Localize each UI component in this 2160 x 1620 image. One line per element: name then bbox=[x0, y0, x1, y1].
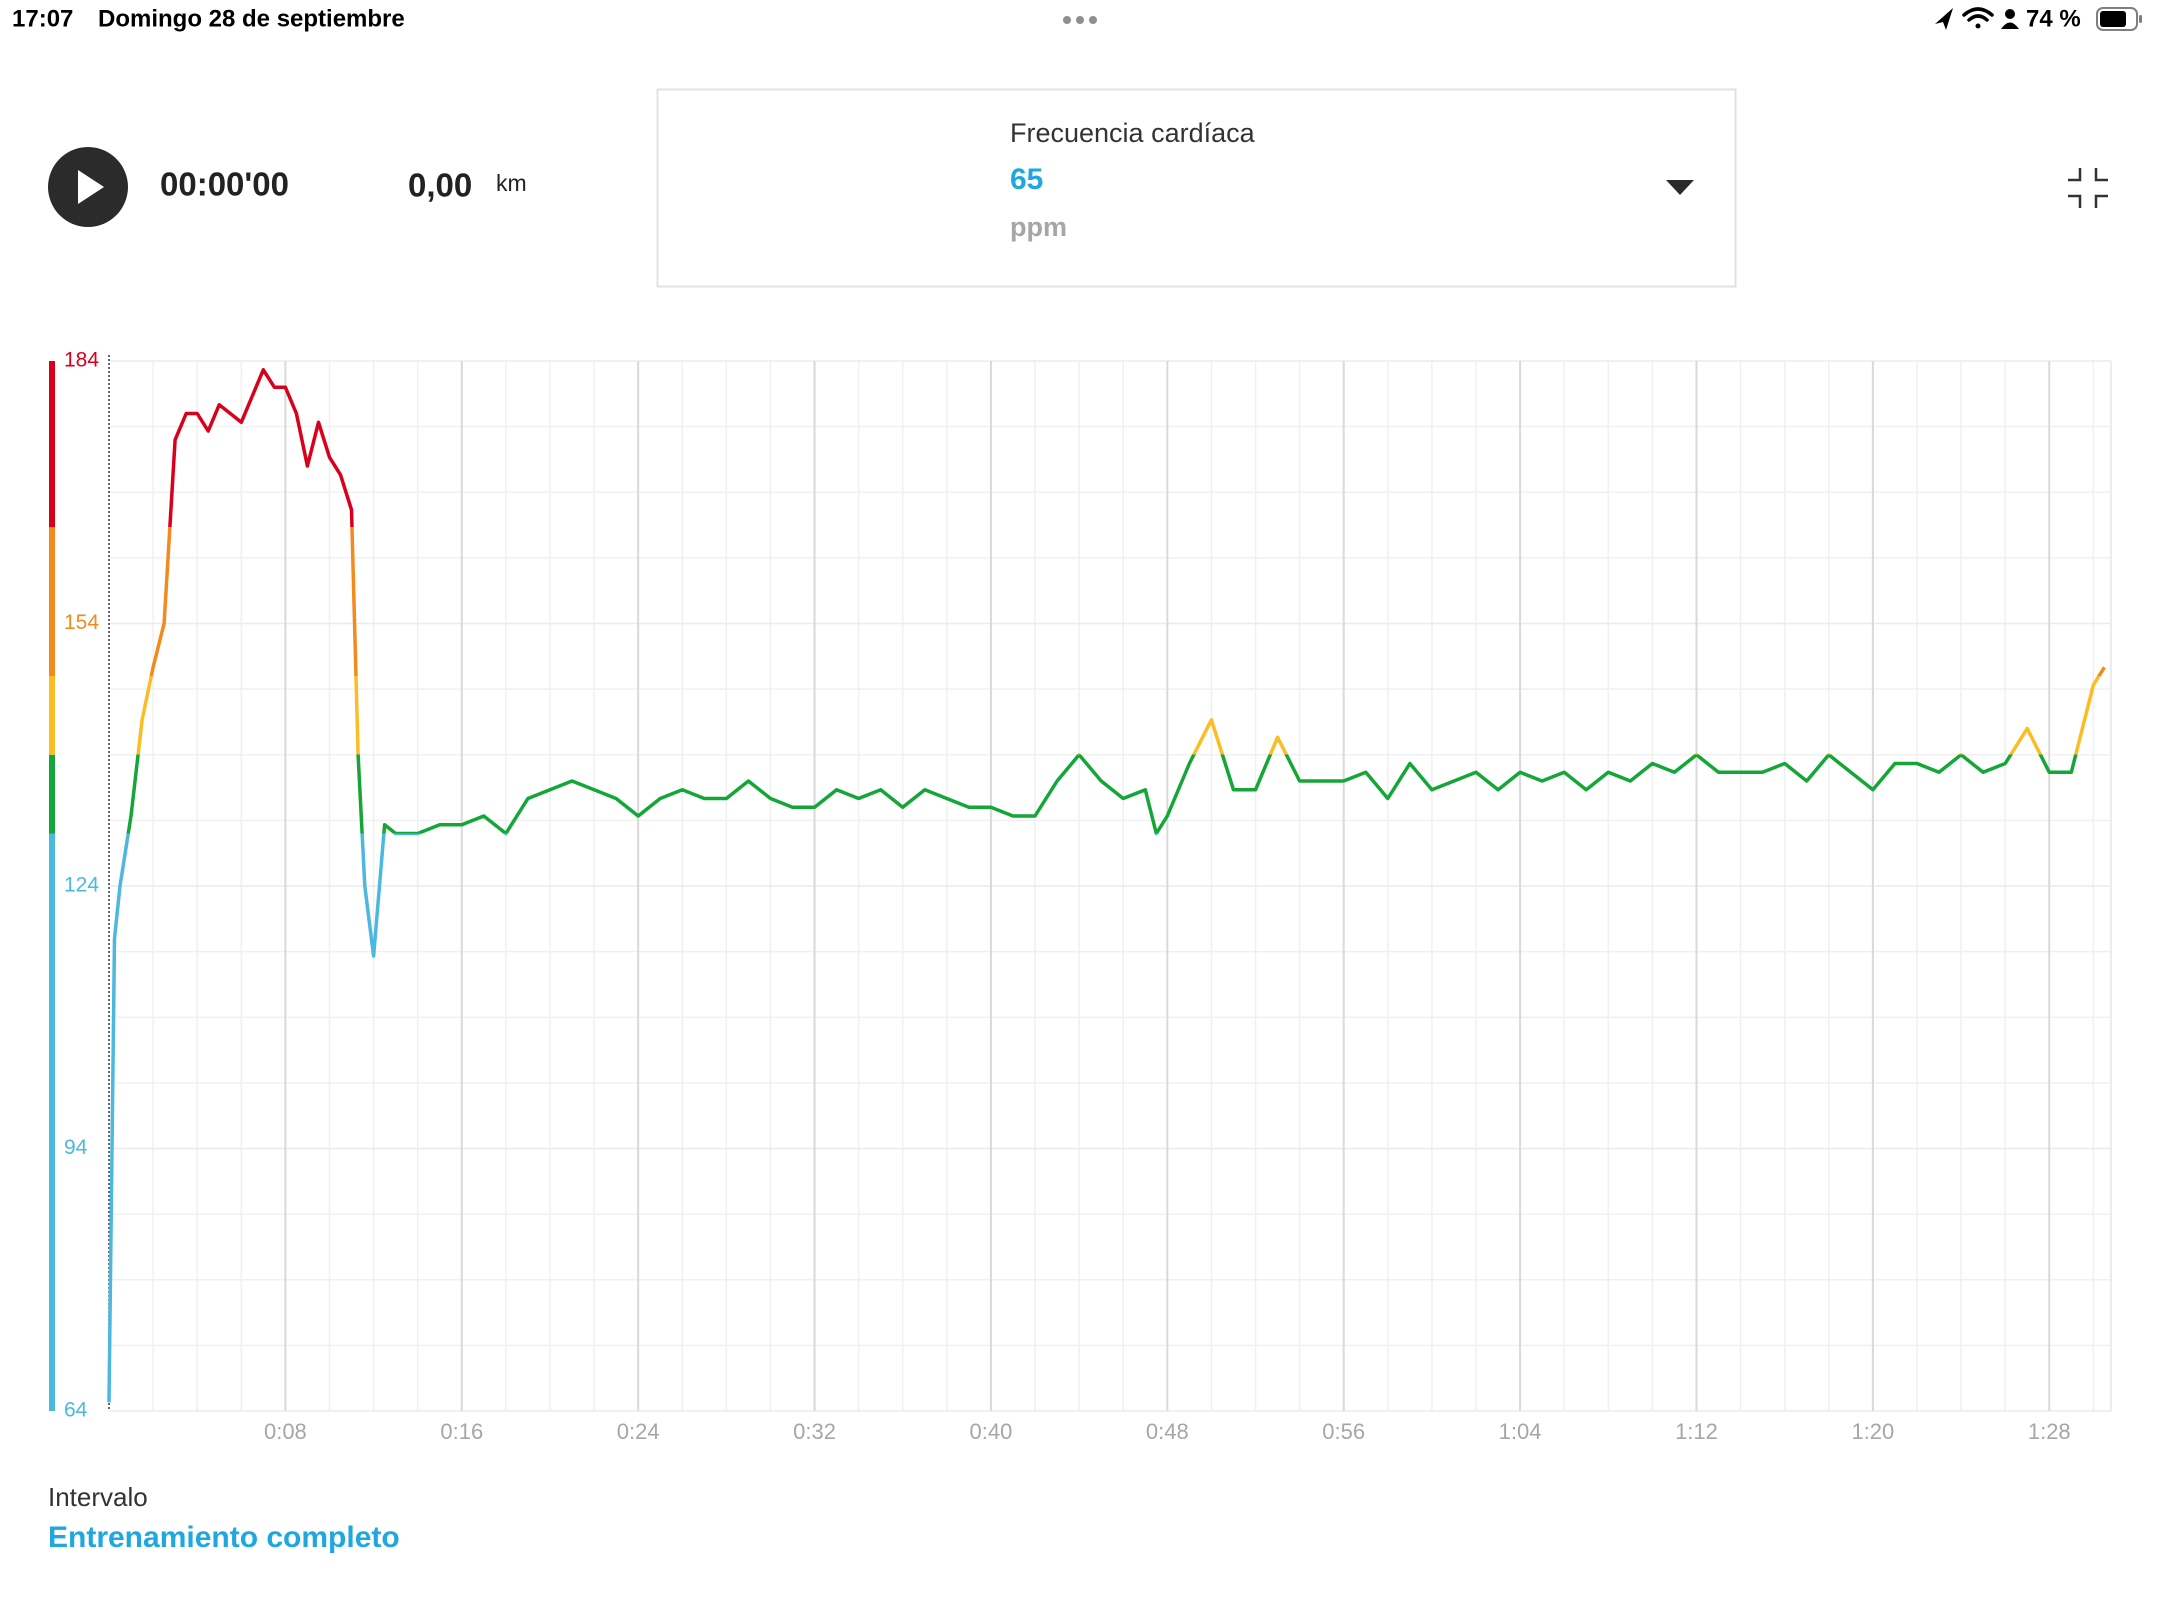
y-tick-label: 184 bbox=[64, 349, 99, 372]
chart: 64 94 124 154 184 0:08 0:16 0:24 0:32 0:40 0:48 0:5… bbox=[49, 349, 2112, 1444]
zone-bar bbox=[49, 754, 55, 834]
y-tick-label: 154 bbox=[64, 611, 99, 634]
y-tick-label: 64 bbox=[64, 1399, 88, 1422]
wifi-icon bbox=[1962, 7, 1994, 29]
x-tick-label: 0:08 bbox=[264, 1419, 307, 1444]
interval-value[interactable]: Entrenamiento completo bbox=[48, 1521, 400, 1554]
interval-label: Intervalo bbox=[48, 1482, 148, 1512]
x-tick-label: 0:56 bbox=[1322, 1419, 1365, 1444]
zone-bar bbox=[49, 676, 55, 755]
distance: 0,00 bbox=[408, 167, 472, 204]
x-tick-label: 1:04 bbox=[1499, 1419, 1542, 1444]
y-tick-label: 94 bbox=[64, 1136, 88, 1159]
play-button[interactable] bbox=[48, 147, 128, 227]
metric-label: Frecuencia cardíaca bbox=[1010, 118, 1256, 148]
battery-percent: 74 % bbox=[2026, 5, 2081, 32]
dropdown-arrow bbox=[1666, 180, 1694, 195]
status-date: Domingo 28 de septiembre bbox=[98, 5, 405, 32]
x-tick-label: 0:16 bbox=[440, 1419, 483, 1444]
status-time: 17:07 bbox=[12, 5, 73, 32]
battery-icon bbox=[2096, 7, 2142, 31]
zone-bar bbox=[49, 361, 55, 528]
metric-dropdown[interactable]: Frecuencia cardíaca 65 ppm bbox=[656, 88, 1737, 288]
zone-bar bbox=[49, 527, 55, 676]
y-tick-label: 124 bbox=[64, 874, 99, 897]
metric-unit: ppm bbox=[1010, 212, 1067, 242]
x-tick-label: 1:12 bbox=[1675, 1419, 1718, 1444]
distance-unit: km bbox=[496, 170, 527, 196]
x-tick-label: 0:32 bbox=[793, 1419, 836, 1444]
x-tick-label: 1:28 bbox=[2028, 1419, 2071, 1444]
elapsed-time: 00:00'00 bbox=[160, 166, 289, 203]
location-icon bbox=[1935, 8, 1953, 30]
person-icon bbox=[2001, 9, 2019, 29]
x-tick-label: 0:48 bbox=[1146, 1419, 1189, 1444]
collapse-button[interactable] bbox=[2068, 168, 2108, 208]
x-tick-label: 1:20 bbox=[1851, 1419, 1894, 1444]
metric-value: 65 bbox=[1010, 163, 1043, 196]
x-tick-label: 0:24 bbox=[617, 1419, 660, 1444]
multitask-dots[interactable] bbox=[1063, 16, 1097, 24]
zone-bar bbox=[49, 833, 55, 1411]
heart-rate-line bbox=[107, 368, 2106, 1403]
x-tick-label: 0:40 bbox=[970, 1419, 1013, 1444]
